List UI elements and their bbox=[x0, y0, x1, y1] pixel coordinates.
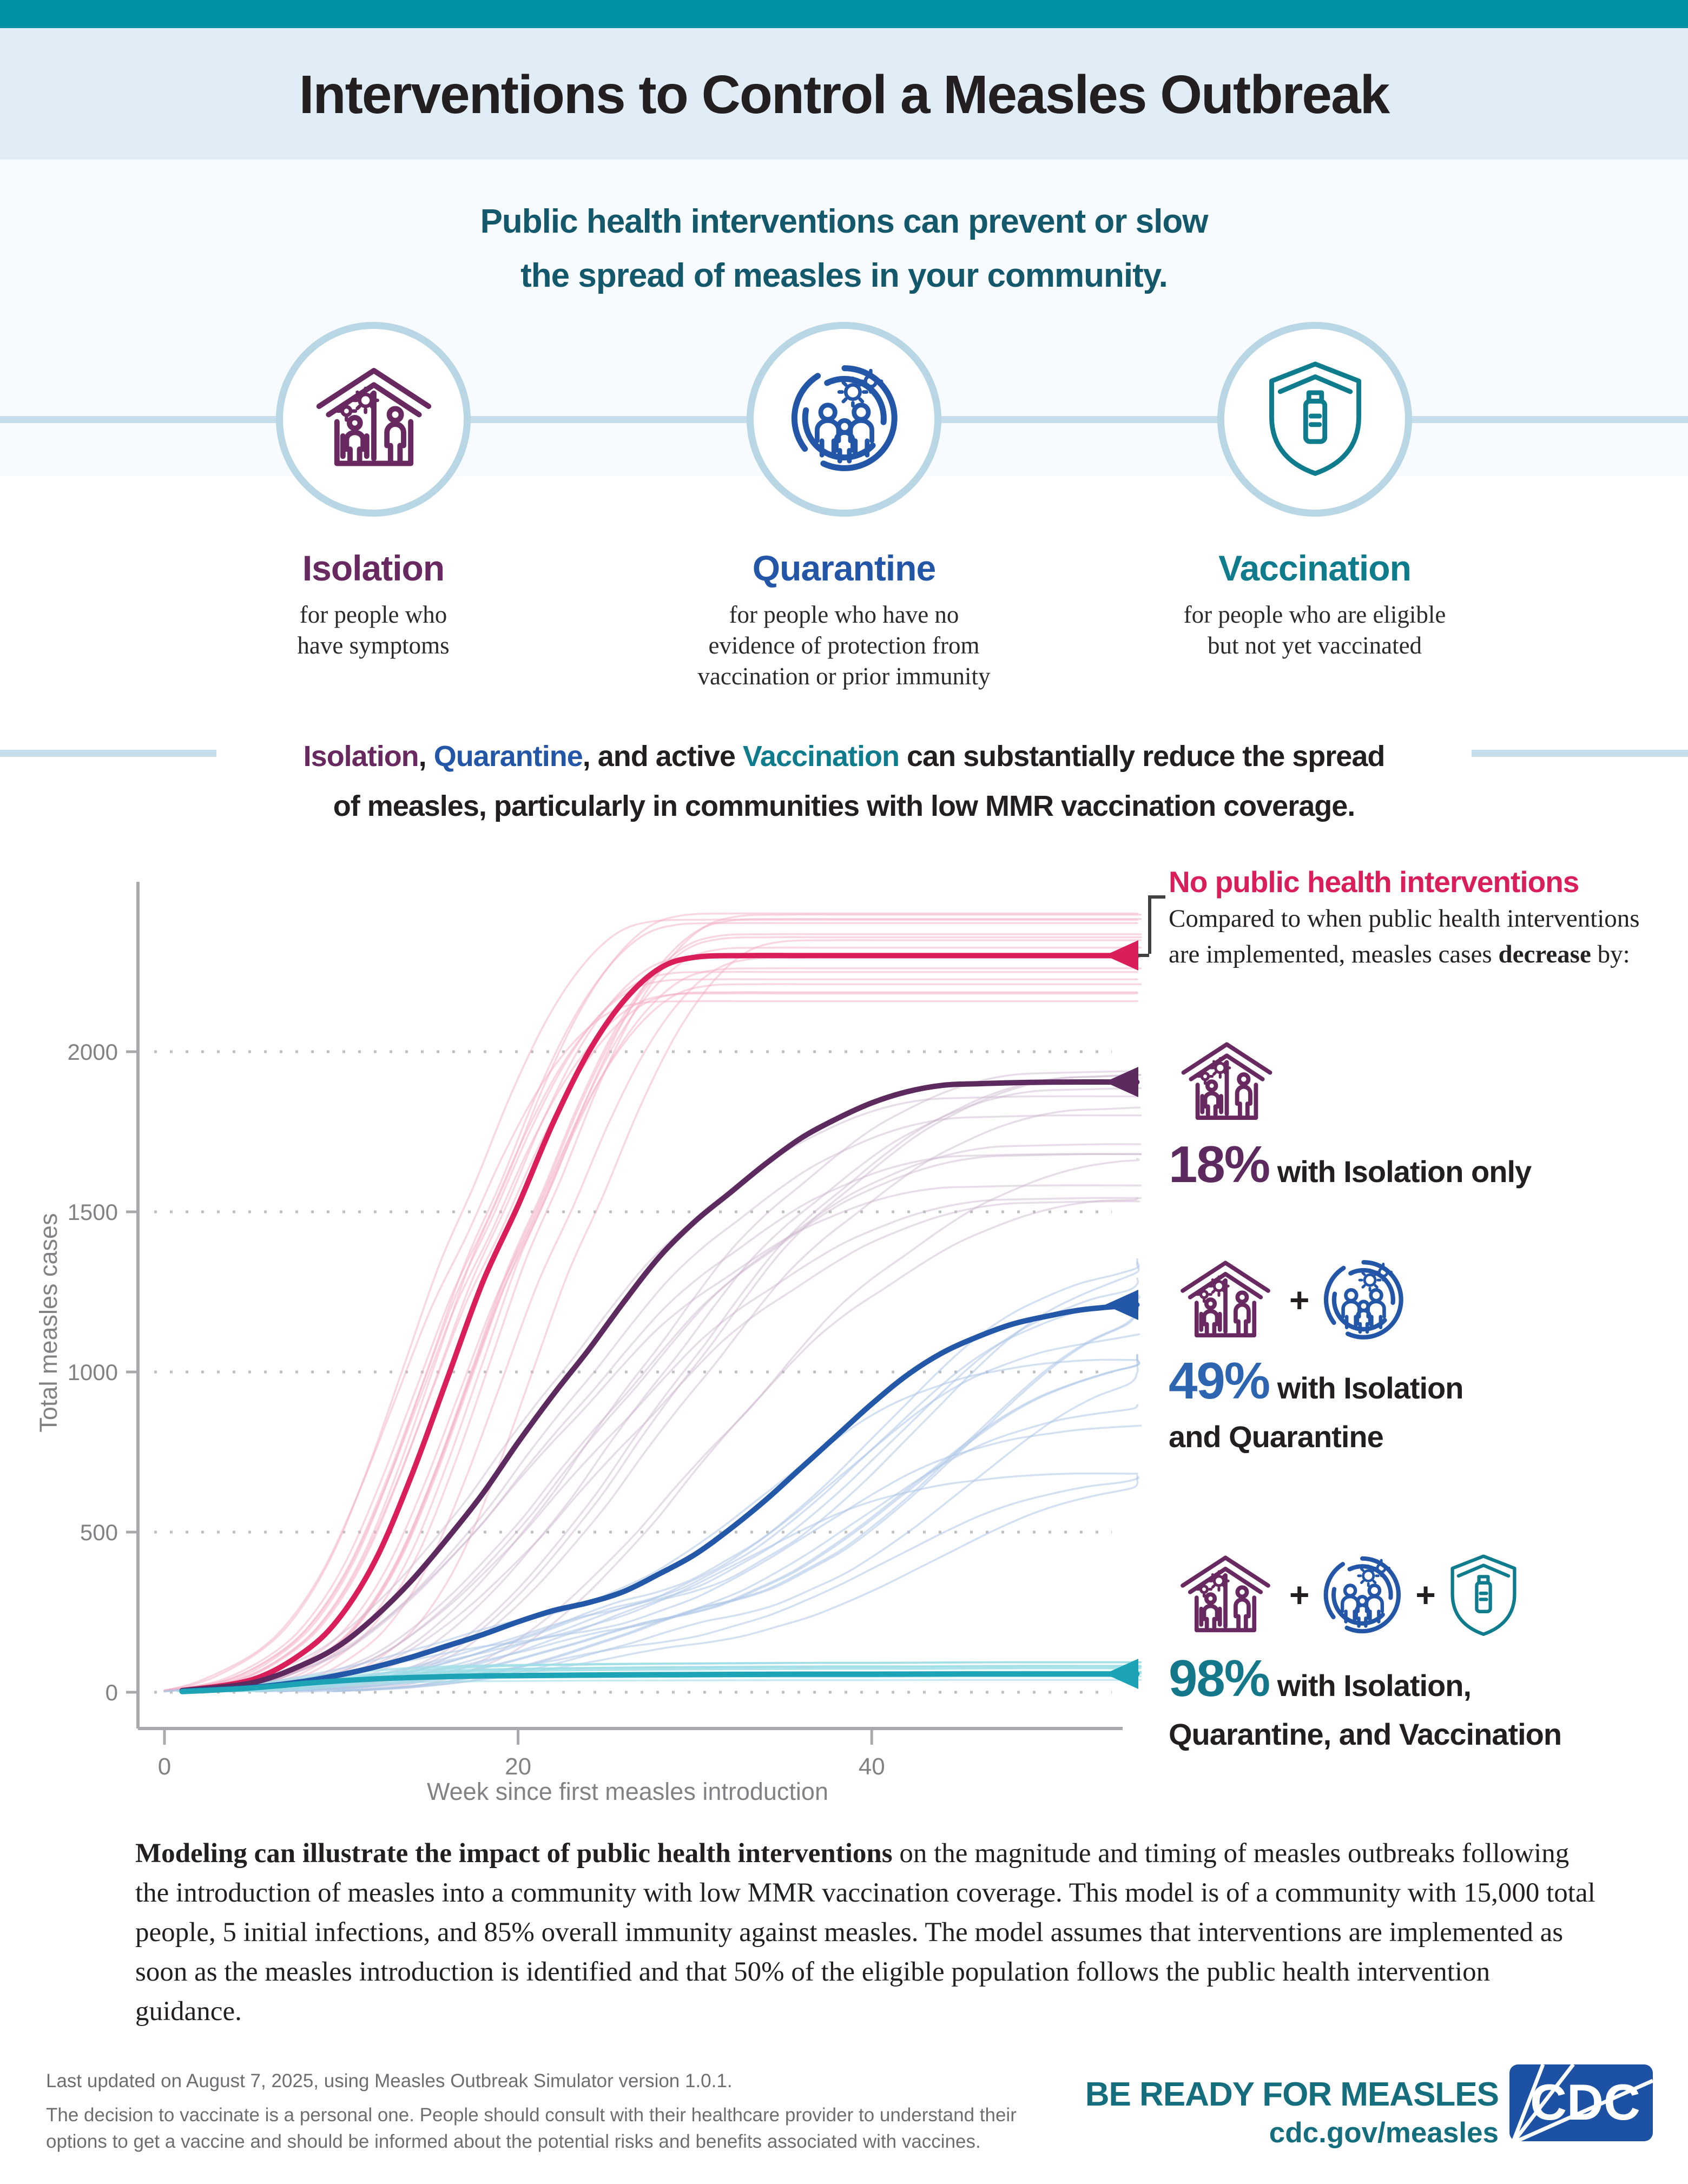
quarantine-description: for people who have no evidence of protec… bbox=[697, 601, 991, 690]
statement-sep1: , bbox=[418, 740, 434, 773]
isolation-house-icon bbox=[314, 359, 433, 478]
top-teal-bar bbox=[0, 0, 1688, 28]
annotation-connector-stub bbox=[1138, 954, 1149, 957]
paragraph-bold-lead: Modeling can illustrate the impact of pu… bbox=[135, 1838, 893, 1869]
vaccination-circle bbox=[1217, 322, 1412, 517]
footer-updated-line: Last updated on August 7, 2025, using Me… bbox=[46, 2070, 733, 2091]
legend-icons-isolation bbox=[1171, 1039, 1282, 1125]
page-title: Interventions to Control a Measles Outbr… bbox=[299, 64, 1390, 125]
legend-item-all: 98% with Isolation, Quarantine, and Vacc… bbox=[1169, 1649, 1683, 1760]
cdc-measles-link[interactable]: cdc.gov/measles bbox=[1269, 2117, 1499, 2149]
title-band bbox=[0, 28, 1688, 160]
svg-text:2000: 2000 bbox=[68, 1039, 118, 1065]
pct-98-label: with Isolation, bbox=[1269, 1668, 1472, 1703]
plus-sign: + bbox=[1289, 1280, 1310, 1319]
footer-disclaimer: The decision to vaccinate is a personal … bbox=[46, 2104, 1017, 2152]
statement-isolation: Isolation bbox=[303, 740, 419, 773]
statement-quarantine: Quarantine bbox=[433, 740, 583, 773]
legend-icons-all: + + bbox=[1171, 1552, 1521, 1638]
pct-49-label: with Isolation bbox=[1269, 1371, 1464, 1405]
statement-line2: of measles, particularly in communities … bbox=[333, 790, 1356, 822]
paragraph-rest: on the magnitude and timing of measles o… bbox=[135, 1838, 1595, 2027]
annotation-connector-line bbox=[1148, 895, 1165, 954]
isolation-arrow-icon bbox=[1105, 1067, 1138, 1097]
cdc-logo-text: CDC bbox=[1530, 2074, 1640, 2130]
statement-vaccination: Vaccination bbox=[742, 740, 900, 773]
statement-rest: can substantially reduce the spread bbox=[899, 740, 1385, 773]
vaccination-heading: Vaccination bbox=[1218, 548, 1412, 588]
chart-canvas: 0 500 1000 1500 2000 0 20 40 Week since first me… bbox=[35, 882, 1142, 1804]
plus-sign: + bbox=[1415, 1575, 1436, 1614]
house-icon bbox=[1171, 1039, 1282, 1125]
subtitle: Public health interventions can prevent … bbox=[0, 195, 1688, 303]
legend-compare-text: Compared to when public health intervent… bbox=[1169, 901, 1645, 972]
vaccination-arrow-icon bbox=[1105, 1659, 1138, 1689]
svg-text:500: 500 bbox=[80, 1520, 118, 1545]
pct-18-label: with Isolation only bbox=[1269, 1154, 1532, 1189]
quarantine-circle bbox=[747, 322, 941, 517]
statement-sep2: , and active bbox=[582, 740, 743, 773]
outbreak-chart: 0 500 1000 1500 2000 0 20 40 Week since first me… bbox=[32, 836, 1142, 1804]
pct-98: 98% bbox=[1169, 1649, 1270, 1707]
campaign-slogan: BE READY FOR MEASLES bbox=[1085, 2076, 1499, 2113]
footer-notes: Last updated on August 7, 2025, using Me… bbox=[46, 2068, 1047, 2162]
svg-text:1500: 1500 bbox=[68, 1199, 118, 1225]
vaccination-description: for people who are eligible but not yet v… bbox=[1183, 601, 1446, 659]
statement-right-rule bbox=[1472, 750, 1688, 757]
compare-bold: decrease bbox=[1498, 940, 1591, 968]
quarantine-people-icon bbox=[785, 359, 904, 478]
pct-49-label2: and Quarantine bbox=[1169, 1420, 1384, 1454]
quarantine-arrow-icon bbox=[1105, 1290, 1138, 1320]
svg-text:40: 40 bbox=[859, 1753, 885, 1780]
legend-heading: No public health interventions bbox=[1169, 865, 1579, 899]
legend-item-isolation: 18% with Isolation only bbox=[1169, 1135, 1683, 1195]
isolation-description: for people who have symptoms bbox=[297, 601, 450, 659]
subtitle-line1: Public health interventions can prevent … bbox=[480, 203, 1209, 240]
no-intervention-arrow-icon bbox=[1105, 940, 1138, 971]
cdc-logo: CDC bbox=[1509, 2064, 1653, 2143]
quarantine-icon bbox=[1319, 1552, 1406, 1638]
compare-text-2: by: bbox=[1591, 940, 1630, 968]
svg-text:0: 0 bbox=[106, 1680, 118, 1705]
house-icon bbox=[1171, 1257, 1280, 1343]
legend-icons-isolation-quarantine: + bbox=[1171, 1255, 1408, 1344]
svg-text:Week since first measles intro: Week since first measles introduction bbox=[427, 1778, 828, 1804]
pct-98-label2: Quarantine, and Vaccination bbox=[1169, 1717, 1562, 1751]
svg-text:Total measles cases: Total measles cases bbox=[35, 1213, 62, 1432]
vaccination-shield-icon bbox=[1256, 359, 1375, 478]
model-description-paragraph: Modeling can illustrate the impact of pu… bbox=[135, 1834, 1596, 2031]
statement-left-rule bbox=[0, 750, 216, 757]
isolation-circle bbox=[276, 322, 471, 517]
compare-text-1: Compared to when public health intervent… bbox=[1169, 905, 1640, 968]
pct-49: 49% bbox=[1169, 1352, 1270, 1410]
legend-item-isolation-quarantine: 49% with Isolation and Quarantine bbox=[1169, 1351, 1683, 1462]
plus-sign: + bbox=[1289, 1575, 1310, 1614]
svg-text:1000: 1000 bbox=[68, 1360, 118, 1385]
house-icon bbox=[1171, 1552, 1280, 1638]
statement-headline: Isolation, Quarantine, and active Vaccin… bbox=[0, 731, 1688, 831]
quarantine-heading: Quarantine bbox=[752, 548, 936, 588]
svg-text:0: 0 bbox=[158, 1753, 171, 1780]
isolation-heading: Isolation bbox=[302, 548, 445, 588]
shield-icon bbox=[1446, 1552, 1521, 1638]
svg-text:20: 20 bbox=[505, 1753, 531, 1780]
subtitle-line2: the spread of measles in your community. bbox=[520, 257, 1168, 294]
quarantine-icon bbox=[1319, 1255, 1408, 1344]
pct-18: 18% bbox=[1169, 1136, 1270, 1193]
